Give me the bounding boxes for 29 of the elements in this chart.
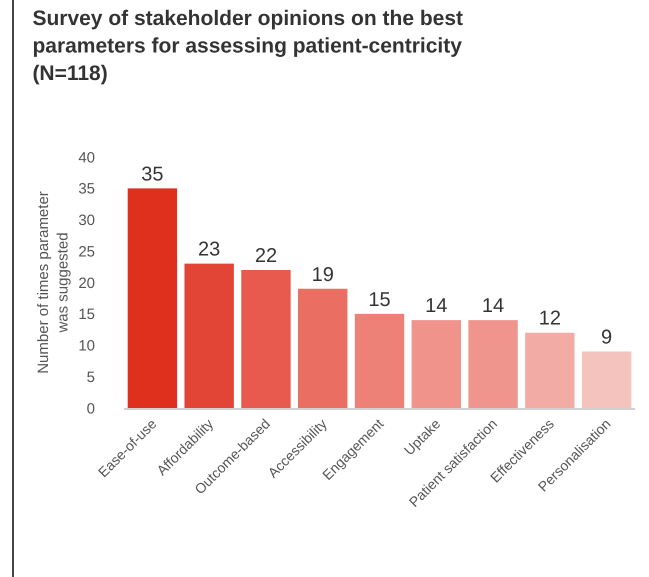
bar xyxy=(468,320,518,408)
bar xyxy=(412,320,461,408)
data-label: 23 xyxy=(198,238,220,261)
y-tick-label: 25 xyxy=(78,243,95,260)
y-tick-label: 15 xyxy=(78,306,95,324)
data-label: 15 xyxy=(368,288,391,311)
data-label: 22 xyxy=(254,244,278,267)
bar xyxy=(525,332,575,408)
data-label: 14 xyxy=(482,295,504,318)
chart-title: Survey of stakeholder opinions on the best parameters for assessing patient-centricity (N=118) xyxy=(32,7,464,85)
data-label: 9 xyxy=(601,326,612,349)
y-tick-label: 35 xyxy=(78,180,95,198)
y-tick-label: 0 xyxy=(86,400,95,418)
y-tick-label: 10 xyxy=(78,338,95,354)
bar xyxy=(128,188,178,408)
y-tick-label: 5 xyxy=(86,368,95,386)
data-label: 19 xyxy=(312,264,334,286)
bar xyxy=(354,314,404,408)
data-label: 14 xyxy=(425,295,448,318)
y-tick-label: 40 xyxy=(78,149,95,166)
bar xyxy=(184,264,234,408)
y-tick-label: 30 xyxy=(78,212,95,229)
y-tick-label: 20 xyxy=(78,274,95,292)
bar xyxy=(298,288,348,408)
bar xyxy=(582,352,632,408)
y-axis-title: Number of times parameter was suggested xyxy=(35,191,72,374)
bar xyxy=(241,270,291,408)
data-label: 12 xyxy=(538,308,561,330)
data-label: 35 xyxy=(141,163,164,186)
